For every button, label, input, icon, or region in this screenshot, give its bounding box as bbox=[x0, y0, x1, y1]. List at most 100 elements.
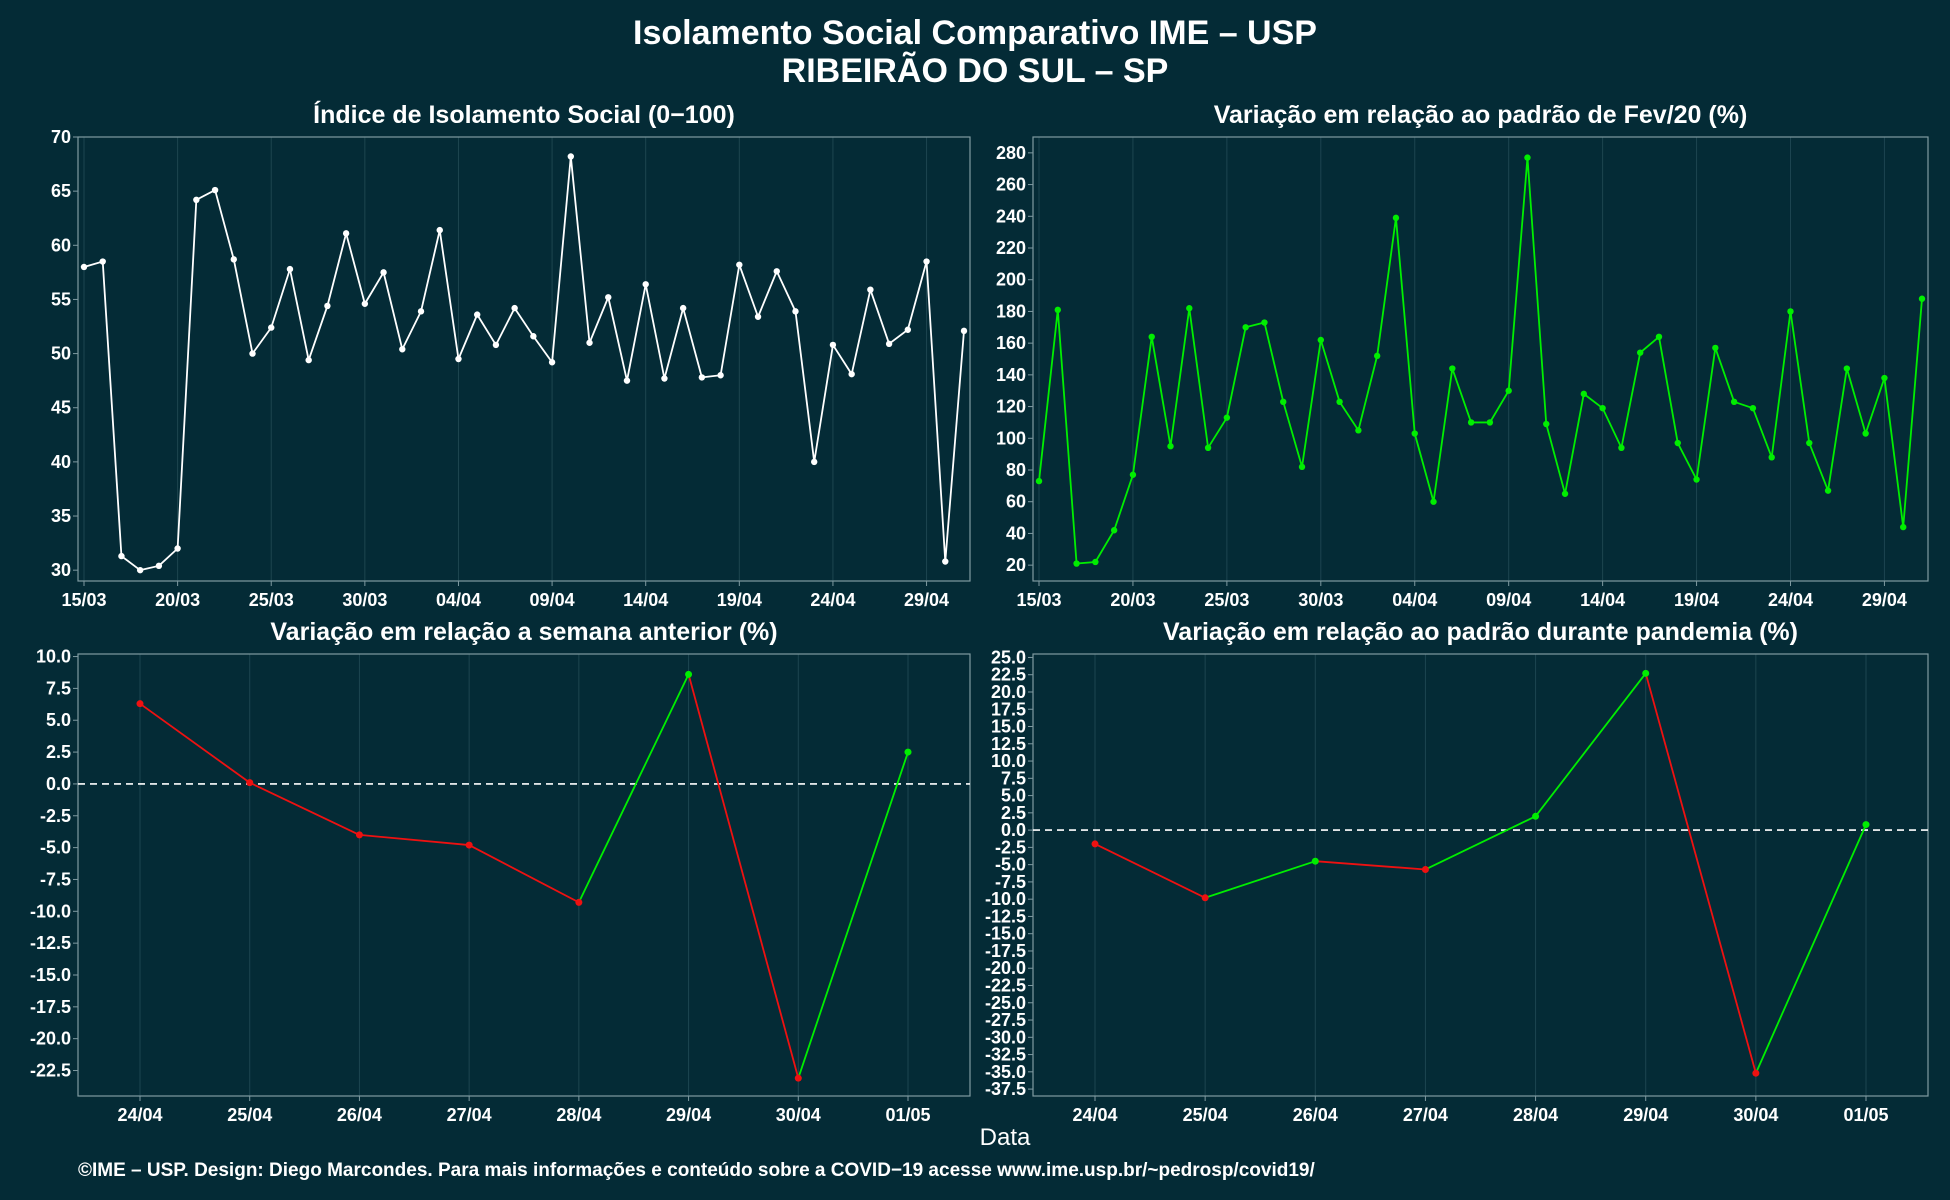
data-point bbox=[1642, 669, 1650, 677]
y-tick-label: 45 bbox=[51, 398, 71, 418]
data-point bbox=[736, 261, 743, 268]
data-point bbox=[1449, 365, 1456, 372]
y-tick-label: 140 bbox=[996, 365, 1026, 385]
y-tick-label: 5.0 bbox=[46, 710, 71, 730]
data-point bbox=[1712, 344, 1719, 352]
series-segment bbox=[468, 844, 580, 904]
y-tick-label: 55 bbox=[51, 289, 71, 309]
data-point bbox=[492, 341, 500, 349]
series-segment bbox=[1425, 815, 1536, 871]
y-tick-label: -2.5 bbox=[995, 837, 1026, 857]
data-point bbox=[1204, 444, 1212, 451]
data-point bbox=[960, 327, 968, 335]
x-tick-label: 29/04 bbox=[666, 1105, 711, 1125]
data-point bbox=[1223, 414, 1231, 421]
x-tick-label: 26/04 bbox=[337, 1105, 382, 1125]
data-point bbox=[1787, 308, 1794, 315]
y-tick-label: -5.0 bbox=[995, 855, 1026, 875]
y-tick-label: 2.5 bbox=[46, 742, 71, 762]
plot-frame bbox=[77, 653, 971, 1097]
x-tick-label: 24/04 bbox=[810, 590, 855, 610]
panel-title: Variação em relação a semana anterior (%… bbox=[270, 618, 777, 646]
x-tick-label: 25/03 bbox=[249, 590, 294, 610]
data-point bbox=[1693, 476, 1700, 483]
x-tick-label: 25/04 bbox=[1183, 1105, 1228, 1125]
footer-credit: ©IME – USP. Design: Diego Marcondes. Par… bbox=[78, 1160, 1315, 1181]
data-point bbox=[1311, 857, 1319, 865]
data-point bbox=[342, 230, 350, 237]
panel-title: Variação em relação ao padrão de Fev/20 … bbox=[1214, 101, 1748, 129]
x-tick-label: 30/04 bbox=[1733, 1105, 1778, 1125]
data-point bbox=[1242, 324, 1249, 331]
y-tick-label: -2.5 bbox=[40, 806, 71, 826]
x-tick-label: 19/04 bbox=[717, 590, 762, 610]
data-point bbox=[1091, 840, 1099, 848]
data-point bbox=[1261, 319, 1268, 326]
data-point bbox=[867, 286, 874, 293]
x-tick-label: 24/04 bbox=[1072, 1105, 1117, 1125]
x-tick-label: 19/04 bbox=[1674, 590, 1719, 610]
y-tick-label: 7.5 bbox=[1001, 768, 1026, 788]
data-point bbox=[1618, 444, 1625, 451]
data-point bbox=[1073, 560, 1080, 567]
plot-frame bbox=[1032, 653, 1929, 1097]
y-tick-label: 35 bbox=[51, 506, 71, 526]
data-point bbox=[1373, 352, 1381, 360]
data-point bbox=[1336, 398, 1343, 406]
x-tick-label: 29/04 bbox=[904, 590, 949, 610]
data-point bbox=[794, 1074, 802, 1082]
series-segment bbox=[249, 781, 360, 836]
data-point bbox=[1524, 154, 1531, 161]
y-tick-label: 120 bbox=[996, 397, 1026, 417]
data-point bbox=[1355, 427, 1362, 434]
x-tick-label: 29/04 bbox=[1862, 590, 1907, 610]
data-point bbox=[1881, 374, 1888, 382]
data-point bbox=[174, 545, 181, 552]
series-segment bbox=[687, 674, 800, 1079]
x-tick-label: 29/04 bbox=[1623, 1105, 1668, 1125]
panel-title: Variação em relação ao padrão durante pa… bbox=[1163, 618, 1798, 646]
data-point bbox=[1280, 398, 1287, 406]
y-tick-label: 65 bbox=[51, 181, 71, 201]
x-tick-label: 09/04 bbox=[1486, 590, 1531, 610]
x-tick-label: 25/03 bbox=[1204, 590, 1249, 610]
x-tick-label: 01/05 bbox=[1843, 1105, 1888, 1125]
x-tick-label: 24/04 bbox=[1768, 590, 1813, 610]
data-point bbox=[286, 265, 294, 273]
data-point bbox=[605, 294, 612, 301]
y-tick-label: -17.5 bbox=[985, 941, 1026, 961]
y-tick-label: 220 bbox=[996, 238, 1026, 258]
data-point bbox=[1806, 439, 1813, 447]
x-tick-label: 04/04 bbox=[436, 590, 481, 610]
y-tick-label: 160 bbox=[996, 333, 1026, 353]
data-point bbox=[885, 340, 893, 348]
x-tick-label: 20/03 bbox=[1110, 590, 1155, 610]
chart-panel-3: Variação em relação a semana anterior (%… bbox=[30, 618, 971, 1125]
y-tick-label: -37.5 bbox=[985, 1079, 1026, 1099]
data-point bbox=[1467, 419, 1475, 426]
y-tick-label: 280 bbox=[996, 143, 1026, 163]
data-point bbox=[136, 700, 144, 708]
chart-panel-1: Índice de Isolamento Social (0−100) 30 35 4… bbox=[51, 100, 971, 610]
series-segment bbox=[797, 751, 909, 1079]
data-point bbox=[1768, 454, 1775, 461]
y-tick-label: 0.0 bbox=[46, 774, 71, 794]
data-point bbox=[118, 552, 125, 560]
series-line bbox=[1038, 157, 1923, 565]
data-point bbox=[246, 779, 254, 787]
data-point bbox=[1532, 812, 1540, 820]
y-tick-label: -17.5 bbox=[30, 997, 71, 1017]
series-segment bbox=[139, 702, 251, 784]
data-point bbox=[1843, 365, 1851, 372]
series-segment bbox=[1534, 672, 1647, 817]
y-tick-label: -27.5 bbox=[985, 1010, 1026, 1030]
data-point bbox=[575, 898, 583, 906]
x-tick-label: 28/04 bbox=[1513, 1105, 1558, 1125]
data-point bbox=[1862, 821, 1870, 829]
panels: Índice de Isolamento Social (0−100) 30 35 4… bbox=[30, 100, 1929, 1125]
y-tick-label: 7.5 bbox=[46, 678, 71, 698]
data-point bbox=[811, 458, 818, 466]
data-point bbox=[586, 339, 593, 346]
